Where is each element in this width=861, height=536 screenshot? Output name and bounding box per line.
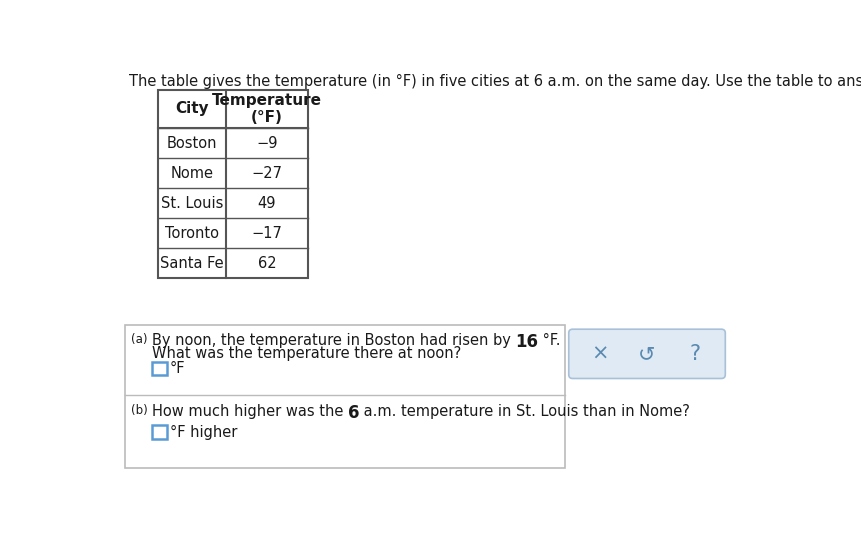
Text: °F.: °F. <box>538 333 561 348</box>
Text: (a): (a) <box>131 333 147 346</box>
Bar <box>152 426 167 438</box>
Text: City: City <box>176 101 209 116</box>
Text: ?: ? <box>689 344 700 364</box>
Text: (b): (b) <box>131 404 147 417</box>
Bar <box>125 325 565 468</box>
Text: 62: 62 <box>257 256 276 271</box>
Text: −27: −27 <box>251 166 282 181</box>
Text: Boston: Boston <box>167 136 217 151</box>
Text: Nome: Nome <box>170 166 214 181</box>
FancyBboxPatch shape <box>569 329 725 378</box>
Text: 6: 6 <box>348 404 359 422</box>
Text: The table gives the temperature (in °F) in five cities at 6 a.m. on the same day: The table gives the temperature (in °F) … <box>128 75 861 90</box>
Text: −17: −17 <box>251 226 282 241</box>
Text: °F: °F <box>170 361 185 376</box>
Text: Santa Fe: Santa Fe <box>160 256 224 271</box>
Text: What was the temperature there at noon?: What was the temperature there at noon? <box>152 346 461 361</box>
Text: −9: −9 <box>256 136 277 151</box>
Text: St. Louis: St. Louis <box>161 196 223 211</box>
Text: How much higher was the: How much higher was the <box>152 404 348 419</box>
Text: ↺: ↺ <box>638 344 656 364</box>
Text: Temperature
(°F): Temperature (°F) <box>212 93 322 125</box>
Text: By noon, the temperature in Boston had risen by: By noon, the temperature in Boston had r… <box>152 333 515 348</box>
Text: 16: 16 <box>515 333 538 351</box>
Text: 49: 49 <box>257 196 276 211</box>
Bar <box>152 362 167 375</box>
Bar <box>158 90 307 278</box>
Text: Toronto: Toronto <box>165 226 219 241</box>
Text: a.m. temperature in St. Louis than in Nome?: a.m. temperature in St. Louis than in No… <box>359 404 691 419</box>
Text: °F higher: °F higher <box>170 425 237 440</box>
Text: ×: × <box>591 344 608 364</box>
